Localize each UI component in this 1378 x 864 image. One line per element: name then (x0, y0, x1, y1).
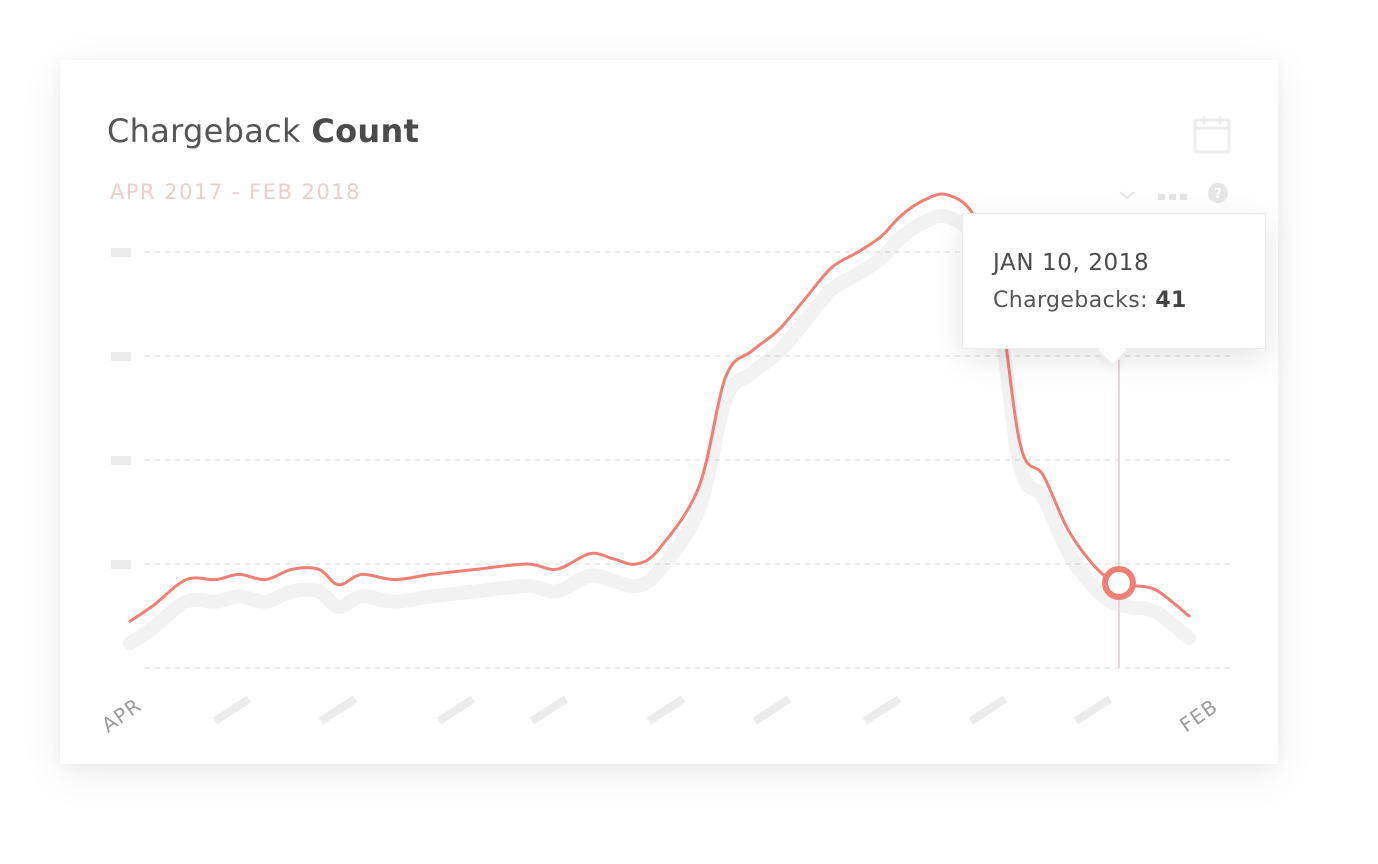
line-shadow-layer (123, 209, 1196, 651)
y-tick-placeholder (111, 456, 131, 465)
x-tick-placeholder (529, 695, 569, 725)
series-line (128, 192, 1191, 623)
title-light: Chargeback (107, 112, 301, 150)
x-tick-placeholder (968, 695, 1008, 725)
tooltip-value: 41 (1155, 288, 1187, 313)
tooltip-date: JAN 10, 2018 (993, 250, 1150, 276)
series-line-shadow (123, 209, 1196, 651)
chart-card (60, 60, 1278, 764)
x-tick-placeholder (436, 695, 476, 725)
calendar-icon[interactable] (1193, 114, 1231, 158)
tooltip-value-line: Chargebacks: 41 (993, 288, 1187, 313)
x-tick-placeholder (212, 695, 252, 725)
chevron-down-icon[interactable] (1118, 186, 1136, 205)
hover-marker-center (1108, 572, 1130, 594)
line-layer (128, 192, 1191, 623)
x-tick-placeholder (646, 695, 686, 725)
x-tick-label-end: FEB (1175, 694, 1222, 737)
marker-layer (1102, 360, 1136, 668)
svg-text:?: ? (1214, 186, 1222, 202)
x-tick-label-start: APR (97, 693, 146, 737)
y-tick-placeholder (111, 560, 131, 569)
x-axis-layer: APR FEB (97, 693, 1222, 737)
y-tick-placeholder (111, 352, 131, 361)
more-dots-icon[interactable] (1158, 187, 1188, 206)
x-tick-placeholder (862, 695, 902, 725)
chart-title: Chargeback Count (107, 112, 419, 150)
x-tick-placeholder (318, 695, 358, 725)
tooltip-label: Chargebacks: (993, 288, 1148, 313)
tooltip (962, 213, 1266, 349)
date-range-label: APR 2017 - FEB 2018 (110, 180, 362, 204)
y-tick-placeholder (111, 248, 131, 257)
x-tick-placeholder (752, 695, 792, 725)
x-tick-placeholder (1073, 695, 1113, 725)
title-bold: Count (311, 112, 420, 150)
help-icon[interactable]: ? (1207, 182, 1229, 208)
